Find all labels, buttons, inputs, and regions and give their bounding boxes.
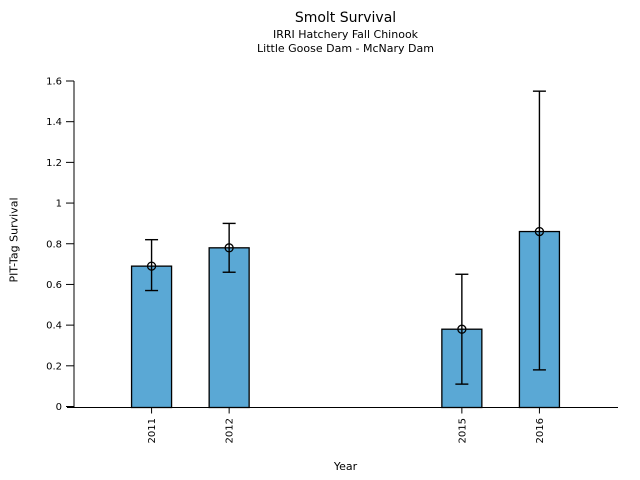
- y-tick-label: 0: [56, 402, 62, 413]
- y-tick-label: 1.2: [46, 158, 62, 169]
- y-tick-label: 1.4: [46, 117, 62, 128]
- y-tick-label: 0.6: [46, 280, 62, 291]
- x-tick-label: 2015: [457, 418, 468, 443]
- x-tick-label: 2016: [535, 418, 546, 443]
- title-block: Smolt Survival IRRI Hatchery Fall Chinoo…: [74, 8, 617, 56]
- y-tick-label: 0.8: [46, 239, 62, 250]
- point-marker-2011: [146, 261, 157, 271]
- y-tick-label: 1: [56, 199, 62, 210]
- y-tick-label: 0.2: [46, 361, 62, 372]
- chart-title: Smolt Survival: [294, 10, 397, 26]
- point-marker-2016: [534, 226, 545, 237]
- y-tick-label: 0.4: [46, 321, 62, 332]
- y-tick-label: 1.6: [46, 77, 62, 88]
- point-marker-2012: [224, 243, 234, 253]
- point-marker-2015: [457, 324, 467, 334]
- chart-subtitle-line2: Little Goose Dam - McNary Dam: [257, 42, 434, 55]
- x-tick-label: 2011: [147, 418, 158, 443]
- x-axis-label: Year: [333, 460, 358, 473]
- x-tick-label: 2012: [225, 418, 236, 443]
- chart-subtitle-line1: IRRI Hatchery Fall Chinook: [272, 28, 419, 41]
